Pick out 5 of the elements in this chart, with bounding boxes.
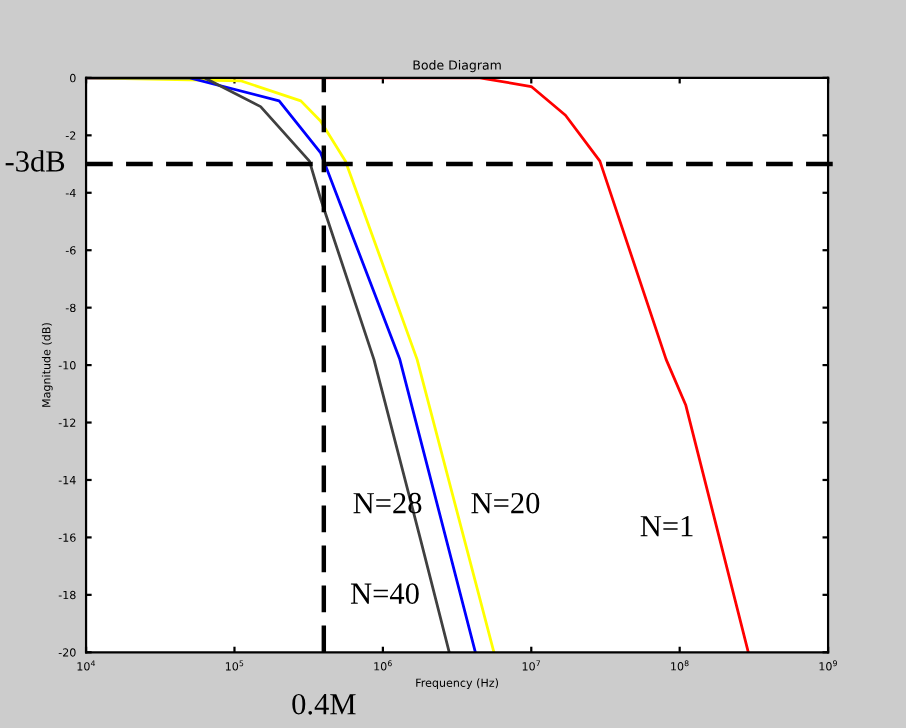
ref-line-label: -3dB (5, 150, 65, 172)
ref-line-label: 0.4M (292, 693, 356, 715)
series-label: N=40 (350, 583, 419, 604)
series-label: N=1 (640, 515, 693, 537)
series-label: N=20 (471, 492, 540, 514)
